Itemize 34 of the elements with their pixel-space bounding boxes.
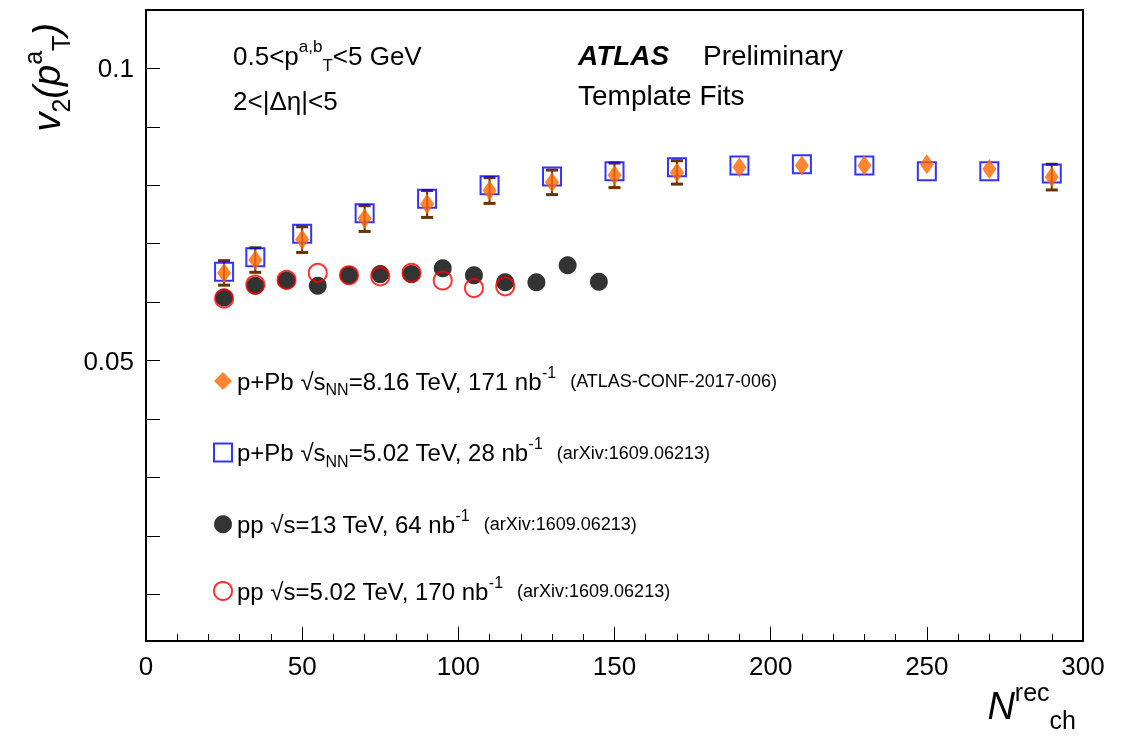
point — [292, 223, 313, 244]
x-tick-label: 50 — [287, 651, 317, 681]
point — [479, 175, 500, 196]
point — [916, 161, 937, 182]
x-tick-label: 100 — [436, 651, 481, 681]
point — [545, 172, 560, 193]
x-tick-label: 300 — [1061, 651, 1105, 681]
point — [307, 262, 328, 283]
point — [542, 166, 563, 187]
point — [482, 180, 497, 201]
annotation: ATLAS — [577, 40, 670, 72]
point — [417, 188, 438, 209]
point — [357, 208, 372, 229]
x-tick-label: 200 — [748, 651, 793, 681]
point — [527, 273, 546, 292]
y-axis-title: v2(paT) — [18, 23, 75, 132]
point — [495, 276, 516, 297]
annotation: Template Fits — [578, 80, 745, 112]
x-tick-label: 250 — [905, 651, 949, 681]
point — [295, 229, 310, 250]
y-tick-label: 0.1 — [97, 53, 134, 84]
point — [354, 203, 375, 224]
point — [919, 154, 934, 175]
point — [666, 157, 687, 178]
x-tick-label: 150 — [592, 651, 637, 681]
point — [432, 270, 453, 291]
x-tick-label: 0 — [138, 651, 154, 681]
annotation: 2<|Δη|<5 — [233, 86, 338, 116]
point — [589, 272, 608, 291]
point — [463, 278, 484, 299]
point — [420, 193, 435, 214]
annotation: Preliminary — [703, 40, 844, 72]
y-tick-label: 0.05 — [83, 345, 134, 376]
point — [558, 256, 577, 275]
